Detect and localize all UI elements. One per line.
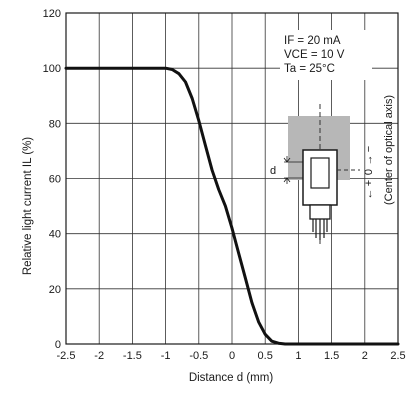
x-tick-label: 1.5: [324, 350, 339, 362]
x-tick-label: 1: [295, 350, 301, 362]
y-tick-label: 0: [55, 339, 61, 351]
plus-sign: +: [363, 180, 375, 186]
condition-vce: VCE = 10 V: [284, 49, 345, 61]
d-dimension-label: d: [270, 165, 276, 177]
y-axis-title: Relative light current IL (%): [22, 137, 34, 275]
conditions-box: IF = 20 mA VCE = 10 V Ta = 25°C: [280, 30, 372, 80]
plot-frame: [65, 12, 399, 345]
arrow-up-label: →: [363, 155, 375, 166]
device-inset-diagram: d: [270, 104, 360, 244]
tick-labels: -2.5 -2 -1.5 -1 -0.5 0 0.5 1 1.5 2 2.5 0 20 40 60 80 100…: [43, 8, 406, 362]
y-tick-label: 40: [49, 229, 61, 241]
y-tick-label: 60: [49, 174, 61, 186]
zero-label: 0: [363, 169, 375, 175]
x-tick-label: -1: [161, 350, 171, 362]
y-tick-label: 120: [43, 8, 61, 20]
x-tick-label: -1.5: [123, 350, 142, 362]
x-tick-label: 0.5: [258, 350, 273, 362]
plot-border: [65, 12, 399, 345]
d-arrow-top: [283, 157, 291, 163]
x-tick-label: -2: [94, 350, 104, 362]
sensor-window: [310, 157, 330, 189]
series-layer: [64, 66, 400, 346]
d-arrow-bottom: [283, 177, 291, 183]
minus-sign: −: [363, 146, 375, 152]
x-axis-title: Distance d (mm): [189, 372, 274, 384]
y-tick-label: 20: [49, 284, 61, 296]
x-tick-label: -0.5: [189, 350, 208, 362]
y-tick-label: 80: [49, 118, 61, 130]
y-tick-label: 100: [43, 63, 61, 75]
condition-if: IF = 20 mA: [284, 35, 341, 47]
x-tick-label: 2: [362, 350, 368, 362]
conditions-background: [280, 30, 372, 80]
center-axis-annotation: 0 + ← → −: [363, 146, 375, 200]
x-tick-label: 0: [229, 350, 235, 362]
condition-ta: Ta = 25°C: [284, 63, 335, 75]
sensor-leads: [312, 219, 328, 240]
x-tick-label: -2.5: [57, 350, 76, 362]
sensor-base: [309, 204, 331, 220]
arrow-down-label: ←: [363, 189, 375, 200]
series-line: [64, 66, 400, 346]
optical-axis-note: (Center of optical axis): [383, 95, 395, 205]
x-tick-label: 2.5: [390, 350, 405, 362]
